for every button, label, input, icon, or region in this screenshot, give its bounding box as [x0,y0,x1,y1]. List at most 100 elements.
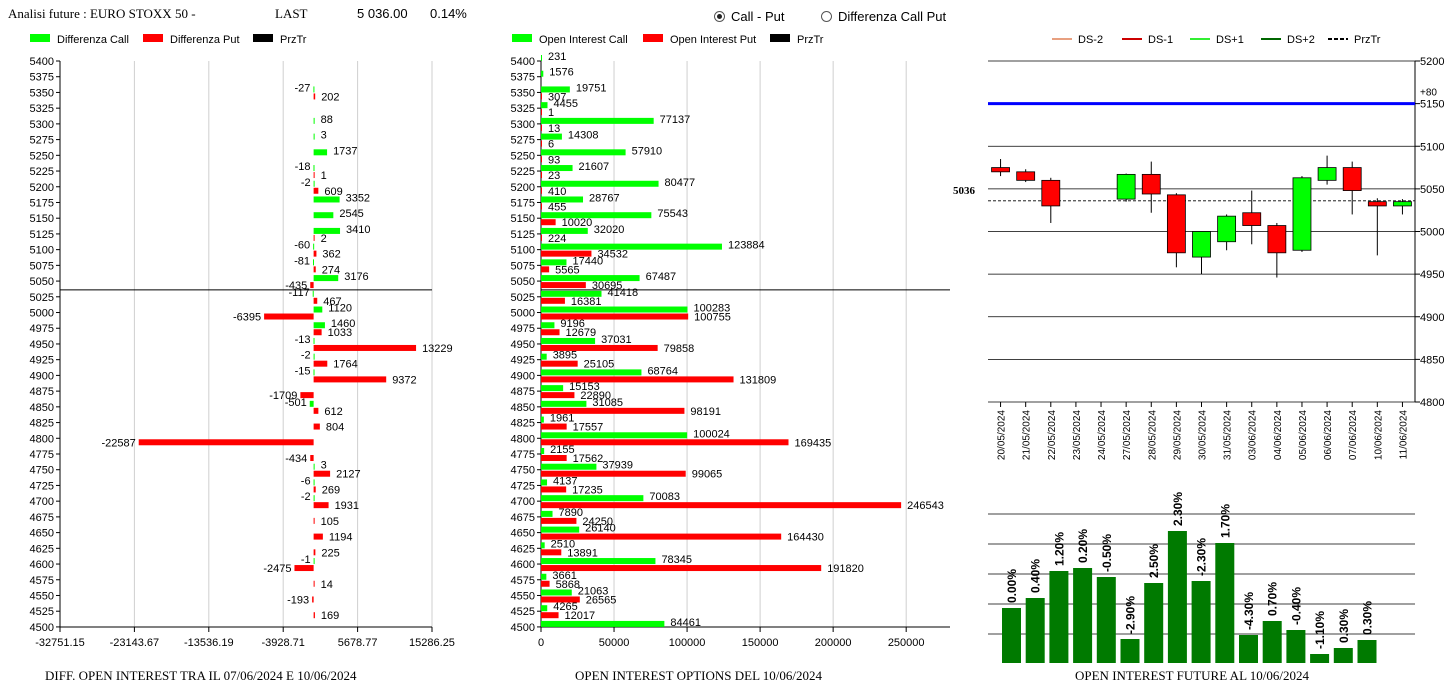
call-diff-label: -81 [294,255,310,267]
y-tick-label: 5350 [511,87,535,99]
call-oi-bar [541,275,640,282]
call-diff-bar [313,369,315,376]
future-oi-bar [1096,577,1116,663]
y-tick-label: 5050 [1420,184,1444,196]
call-diff-bar [313,275,339,282]
call-oi-bar [541,165,573,172]
x-tick-label: 04/06/2024 [1273,410,1284,460]
put-oi-label: 12017 [565,610,596,622]
call-diff-bar [313,337,315,344]
call-diff-label: -501 [285,397,307,409]
y-tick-label: 4575 [30,575,54,587]
put-diff-label: 9372 [392,374,416,386]
legend-label: PrzTr [280,34,307,46]
call-diff-bar [313,149,328,156]
put-diff-label: 1194 [329,532,353,544]
future-oi-label: 2.50% [1147,544,1161,578]
call-oi-bar [541,243,722,250]
call-diff-label: -15 [295,365,311,377]
call-diff-label: -6 [301,475,311,487]
x-tick-label: 28/05/2024 [1147,410,1158,460]
call-oi-label: 231 [548,51,566,63]
call-diff-bar [313,227,341,234]
radio-selected-icon[interactable] [714,11,725,22]
put-diff-bar [313,533,323,540]
y-tick-label: 4600 [30,559,54,571]
legend-label: DS+2 [1287,34,1315,46]
put-oi-bar [541,517,577,524]
call-oi-label: 123884 [728,240,765,252]
y-tick-label: 4550 [511,590,535,602]
call-oi-bar [541,542,545,549]
call-oi-label: 78345 [661,554,692,566]
call-oi-label: 21063 [578,585,609,597]
put-oi-bar [541,282,586,289]
x-tick-label: 50000 [599,637,630,649]
put-diff-bar [313,580,315,587]
y-tick-label: 5000 [30,308,54,320]
y-tick-label: 4875 [30,386,54,398]
x-tick-label: 0 [538,637,544,649]
put-oi-bar [541,439,789,446]
call-diff-label: -2 [301,350,311,362]
put-oi-bar [541,109,542,116]
call-oi-bar [541,290,602,297]
candle-body [991,167,1010,173]
future-oi-label: -0.50% [1100,534,1114,572]
x-tick-label: 20/05/2024 [997,410,1008,460]
put-oi-bar [541,486,567,493]
y-tick-label: 5175 [30,197,54,209]
legend-swatch [643,34,663,42]
y-tick-label: 5050 [30,276,54,288]
put-diff-label: 14 [321,579,333,591]
y-tick-label: 4950 [511,339,535,351]
call-diff-label: -2 [301,177,311,189]
put-oi-label: 24250 [582,516,613,528]
call-diff-bar [313,133,315,140]
y-tick-label: 4800 [1420,397,1444,409]
y-tick-label: 4825 [511,418,535,430]
put-oi-bar [541,470,686,477]
candle-body [1342,167,1362,191]
legend-swatch [253,34,273,42]
call-diff-bar [313,196,340,203]
x-tick-label: 200000 [815,637,852,649]
call-oi-label: 14308 [568,130,599,142]
put-oi-bar [541,344,658,351]
radio-call-put[interactable]: Call - Put [714,9,784,24]
put-diff-bar [313,502,329,509]
call-oi-bar [541,117,654,124]
call-oi-label: 70083 [649,491,680,503]
call-oi-bar [541,149,626,156]
call-oi-bar [541,479,548,486]
call-oi-bar [541,385,564,392]
y-tick-label: 5375 [30,72,54,84]
put-diff-bar [313,376,387,383]
legend-label: Open Interest Put [670,34,756,46]
radio-call-put-label: Call - Put [731,9,785,24]
put-oi-bar [541,407,685,414]
radio-diff-call-put[interactable]: Differenza Call Put [821,9,946,24]
legend-label: PrzTr [1354,34,1381,46]
future-oi-label: -2.30% [1195,538,1209,576]
call-oi-label: 3895 [553,350,577,362]
radio-unselected-icon[interactable] [821,11,832,22]
call-oi-label: 100283 [693,303,730,315]
future-oi-label: -2.90% [1124,596,1138,634]
put-oi-bar [541,219,556,226]
y-tick-label: 4725 [30,480,54,492]
future-oi-bar [1310,654,1330,663]
y-tick-label: 5225 [30,166,54,178]
y-tick-label: 4925 [511,355,535,367]
call-oi-label: 21607 [579,161,610,173]
y-tick-label: 5325 [30,103,54,115]
call-oi-label: 2510 [551,538,575,550]
call-oi-label: 3661 [552,570,576,582]
put-diff-label: 804 [326,422,344,434]
call-oi-bar [541,558,656,565]
put-diff-bar [313,517,315,524]
put-oi-label: 224 [548,233,566,245]
x-tick-label: 10/06/2024 [1373,410,1384,460]
put-oi-bar [541,423,567,430]
put-diff-bar [312,596,314,603]
